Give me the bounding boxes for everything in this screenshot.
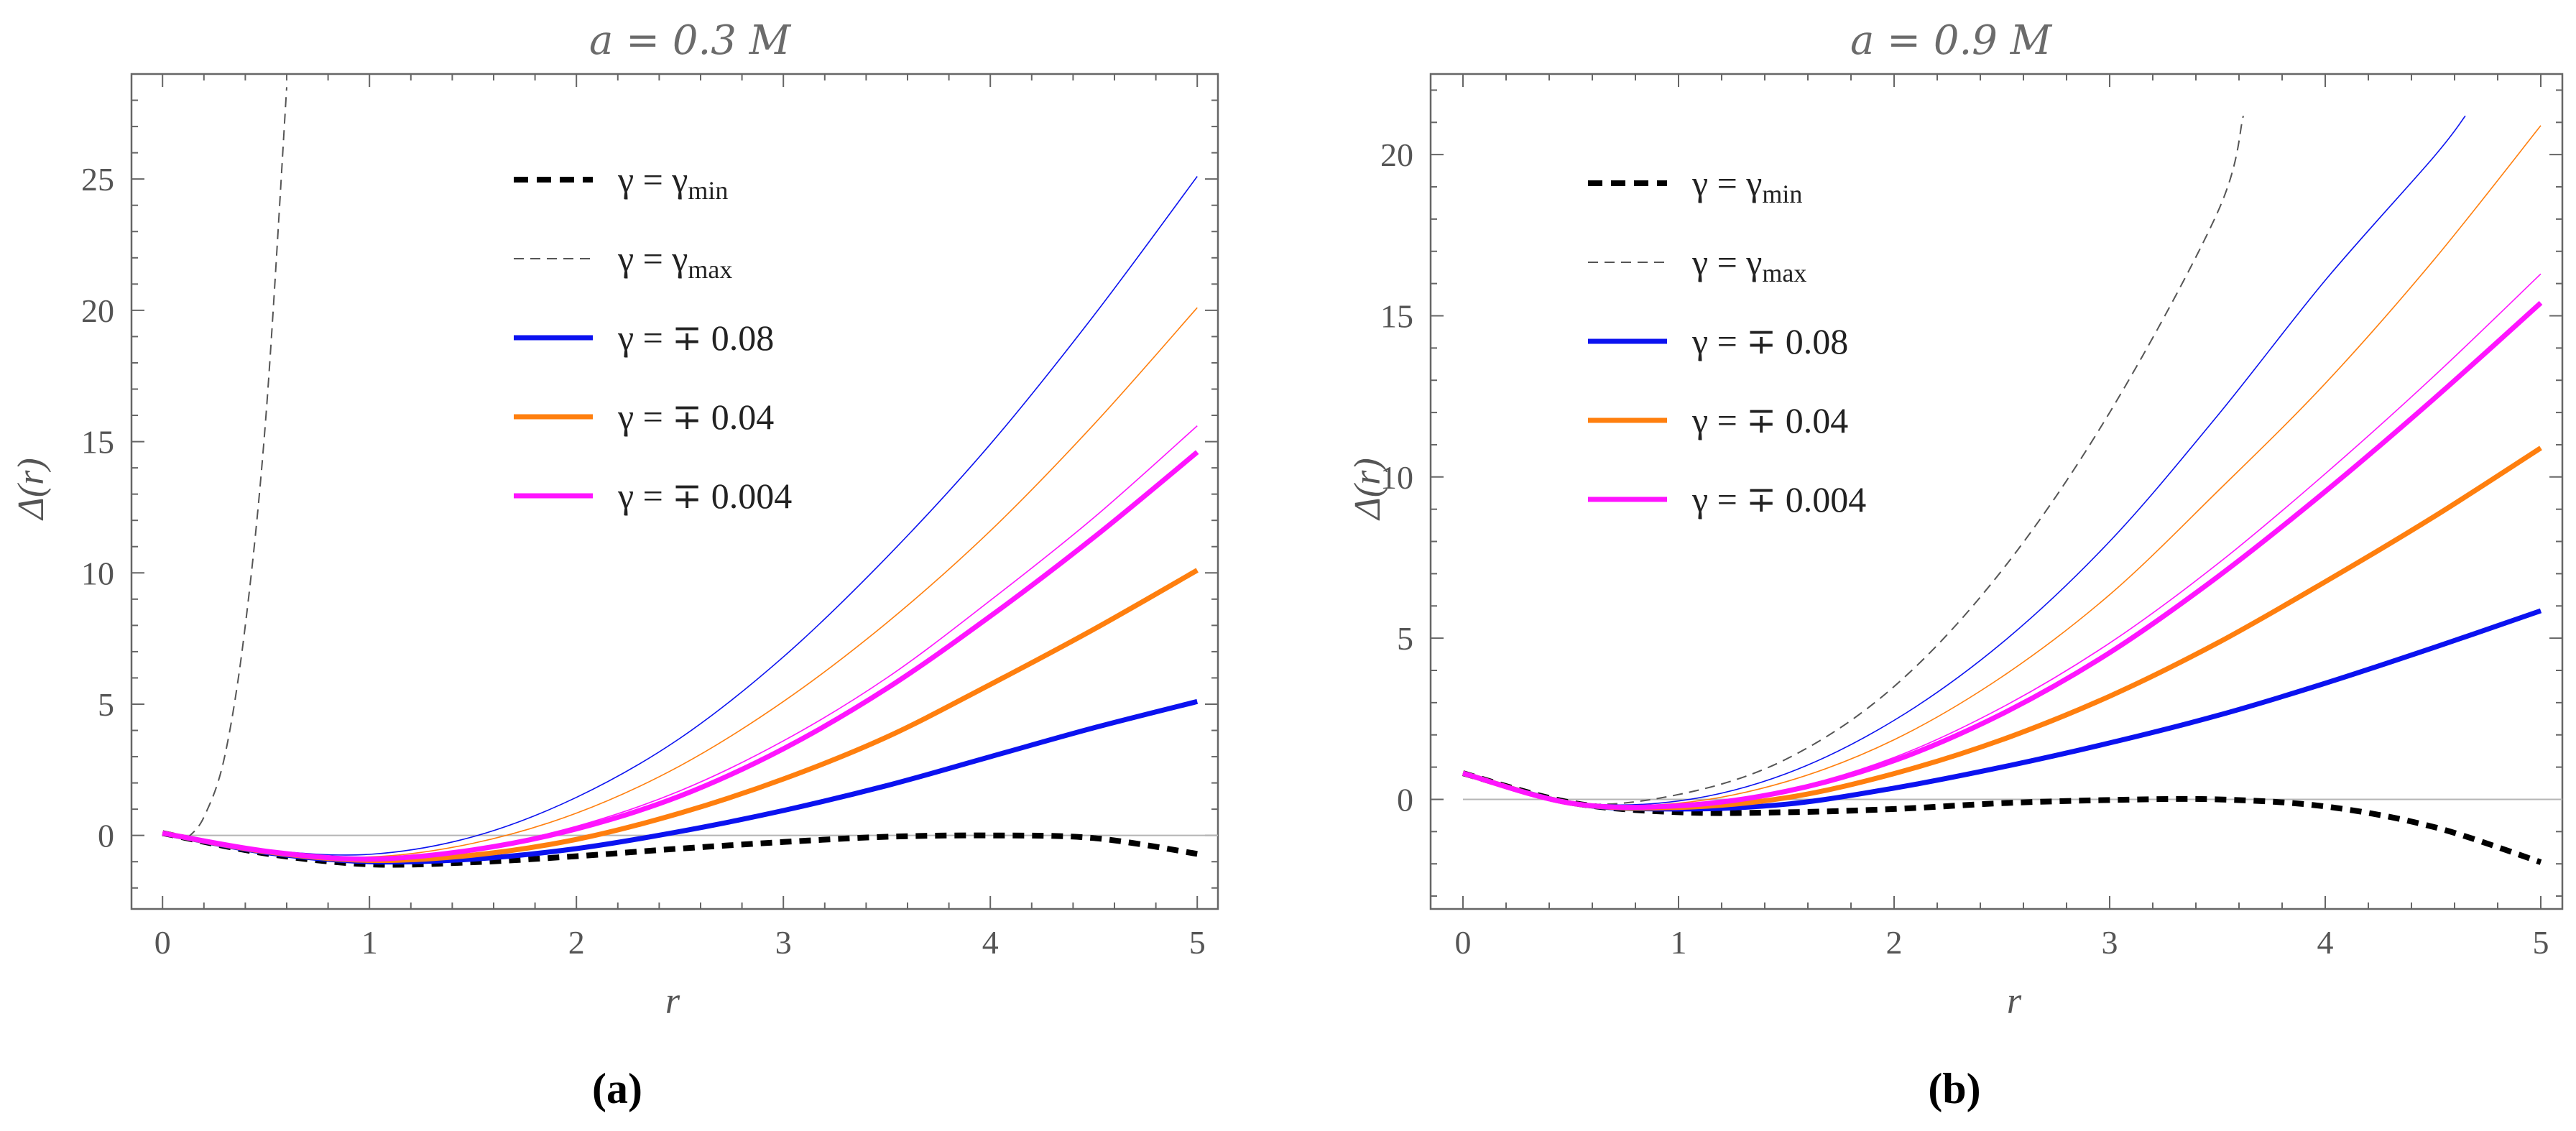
panel-a-series-gamma-0-004-solid-thick bbox=[162, 450, 1199, 862]
panel-b-series bbox=[1462, 115, 2543, 865]
panel-b-xtick-label: 2 bbox=[1886, 924, 1903, 961]
panel-a-ytick-label: 15 bbox=[81, 424, 114, 461]
panel-a-plot-frame bbox=[130, 73, 1219, 910]
panel-b-legend-label: γ = ∓ 0.08 bbox=[1691, 321, 1848, 361]
panel-a-legend-label: γ = γmin bbox=[617, 160, 728, 205]
panel-b-series-gamma-gamma-min-thick-dashed bbox=[1462, 770, 2542, 865]
panel-b-ytick-label: 15 bbox=[1380, 297, 1413, 334]
panel-b-legend-label: γ = ∓ 0.004 bbox=[1691, 479, 1866, 520]
panel-b: a = 0.9 M 0 1 2 3 4 5 0 5 10 15 20 γ = γmin γ = γma… bbox=[1347, 17, 2564, 1112]
panel-b-legend-label: γ = γmax bbox=[1691, 242, 1806, 287]
panel-b-legend-label: γ = γmin bbox=[1691, 163, 1802, 208]
panel-b-ytick-label: 20 bbox=[1380, 137, 1413, 173]
panel-b-ytick-label: 5 bbox=[1397, 620, 1413, 657]
panel-a-xtick-label: 3 bbox=[775, 924, 792, 961]
panel-b-ytick-label: 0 bbox=[1397, 781, 1413, 818]
panel-b-xtick-label: 1 bbox=[1671, 924, 1687, 961]
panel-a-legend-label: γ = ∓ 0.04 bbox=[617, 397, 774, 437]
panel-b-legend-label: γ = ∓ 0.04 bbox=[1691, 400, 1848, 440]
panel-b-xtick-label: 0 bbox=[1455, 924, 1472, 961]
panel-a-legend-label: γ = ∓ 0.08 bbox=[617, 318, 774, 358]
panel-b-series-gamma-0-04-solid-thin bbox=[1462, 125, 2542, 807]
panel-a-series-gamma-0-04-solid-thin bbox=[162, 307, 1198, 858]
panel-a-legend-label: γ = ∓ 0.004 bbox=[617, 476, 792, 516]
panel-b-plot-frame bbox=[1429, 73, 2564, 910]
panel-b-series-gamma-0-08-solid-thin bbox=[1462, 115, 2466, 806]
panel-b-xtick-label: 3 bbox=[2102, 924, 2118, 961]
panel-b-ticks: 0 1 2 3 4 5 0 5 10 15 20 bbox=[1380, 74, 2562, 961]
panel-a-ytick-label: 20 bbox=[81, 292, 114, 329]
panel-a-series-gamma-gamma-max-thin-dashed bbox=[187, 87, 287, 839]
panel-a-ylabel: Δ(r) bbox=[11, 458, 52, 520]
panel-b-title: a = 0.9 M bbox=[1850, 17, 2053, 64]
panel-b-xtick-label: 5 bbox=[2533, 924, 2549, 961]
panel-a-xtick-label: 5 bbox=[1189, 924, 1206, 961]
panel-b-series-gamma-0-08-solid-thick bbox=[1462, 608, 2542, 812]
panel-b-xtick-label: 4 bbox=[2317, 924, 2334, 961]
panel-a-caption: (a) bbox=[592, 1065, 642, 1112]
panel-b-series-gamma-0-004-solid-thick bbox=[1462, 300, 2543, 811]
panel-a-ytick-label: 0 bbox=[98, 818, 114, 854]
panel-a-xtick-label: 0 bbox=[154, 924, 171, 961]
panel-a-xtick-label: 1 bbox=[361, 924, 378, 961]
panel-a-legend: γ = γmin γ = γmax γ = ∓ 0.08 γ = ∓ 0.04 γ = … bbox=[514, 160, 792, 516]
panel-b-caption: (b) bbox=[1928, 1065, 1980, 1112]
panel-b-ylabel: Δ(r) bbox=[1347, 458, 1388, 520]
panel-a-series-gamma-0-08-solid-thin bbox=[162, 176, 1198, 856]
panel-a-title: a = 0.3 M bbox=[589, 17, 792, 64]
panel-a-series bbox=[162, 87, 1199, 868]
panel-b-series-gamma-0-04-solid-thick bbox=[1462, 446, 2542, 811]
panel-b-series-gamma-0-004-solid-thin bbox=[1462, 273, 2542, 808]
panel-b-legend: γ = γmin γ = γmax γ = ∓ 0.08 γ = ∓ 0.04 γ = … bbox=[1588, 163, 1866, 520]
panel-a-xlabel: r bbox=[665, 981, 680, 1022]
panel-a-ytick-label: 25 bbox=[81, 161, 114, 198]
panel-a-series-gamma-0-04-solid-thick bbox=[162, 568, 1199, 864]
panel-a-xtick-label: 2 bbox=[568, 924, 585, 961]
panel-a-xtick-label: 4 bbox=[982, 924, 999, 961]
panel-a-legend-label: γ = γmax bbox=[617, 239, 732, 284]
panel-a-ytick-label: 10 bbox=[81, 555, 114, 591]
panel-b-series-gamma-gamma-max-thin-dashed bbox=[1462, 116, 2244, 805]
panel-b-xlabel: r bbox=[2007, 981, 2022, 1022]
panel-a-ytick-label: 5 bbox=[98, 686, 114, 723]
panel-b-ytick-label: 10 bbox=[1380, 459, 1413, 496]
panel-a-ticks: 0 1 2 3 4 5 0 5 10 15 20 25 bbox=[81, 73, 1218, 961]
